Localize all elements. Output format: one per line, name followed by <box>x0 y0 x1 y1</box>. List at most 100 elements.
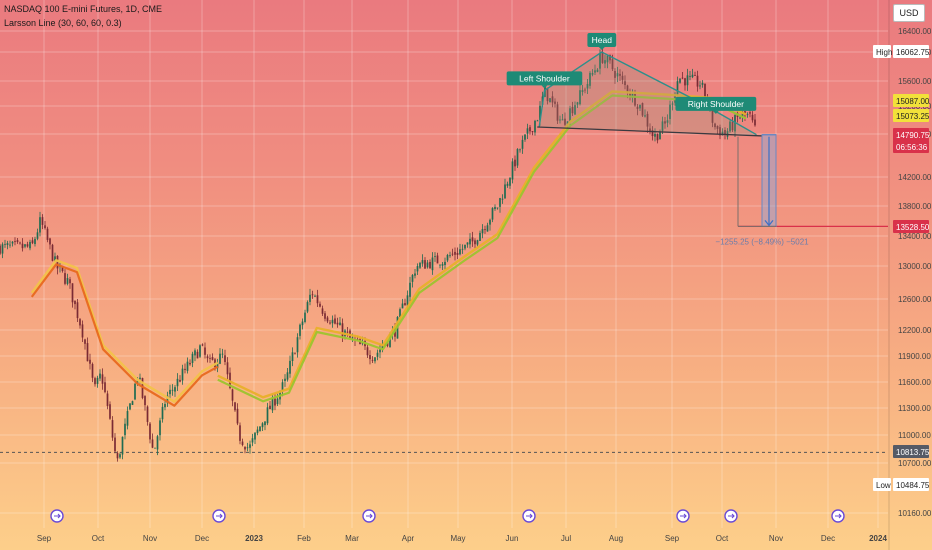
x-tick-label: Nov <box>769 534 783 543</box>
candle-body <box>104 382 106 393</box>
dividend-icon[interactable] <box>50 509 64 523</box>
candle-body <box>646 113 649 127</box>
candle <box>591 69 594 77</box>
candle <box>41 214 44 230</box>
price-label[interactable]: 15073.25 <box>893 109 930 122</box>
candle <box>754 113 756 127</box>
right-shoulder-label[interactable]: Right Shoulder <box>675 96 757 114</box>
dividend-icon[interactable] <box>831 509 845 523</box>
candle <box>689 70 691 81</box>
y-tick-label: 15600.00 <box>898 77 932 86</box>
candle <box>21 238 24 252</box>
candle <box>79 317 81 329</box>
candle-body <box>456 252 459 255</box>
candle-body <box>681 77 684 79</box>
candle-body <box>379 349 381 353</box>
candle <box>149 421 151 444</box>
candle-body <box>644 115 646 117</box>
candle-body <box>161 406 164 420</box>
candle-body <box>569 108 571 121</box>
price-label[interactable]: 06:56:36 <box>893 140 929 153</box>
candle-body <box>64 273 66 284</box>
candle-body <box>614 71 616 78</box>
candle-body <box>99 373 101 379</box>
candle <box>714 122 716 130</box>
candle <box>289 355 291 378</box>
candle-body <box>689 75 691 77</box>
candle-body <box>144 396 146 406</box>
candle-body <box>169 389 171 395</box>
candle-body <box>79 319 81 326</box>
candle-body <box>584 89 586 91</box>
price-label[interactable]: 14790.75 <box>893 128 930 141</box>
dividend-icon[interactable] <box>362 509 376 523</box>
candle <box>491 207 494 223</box>
candle <box>654 128 656 142</box>
candle <box>171 384 174 396</box>
candle-body <box>519 149 521 151</box>
price-label[interactable]: 10484.75 Low <box>873 478 930 491</box>
candle <box>719 124 721 140</box>
left-shoulder-label[interactable]: Left Shoulder <box>506 71 583 89</box>
candle <box>401 298 404 309</box>
candle <box>261 422 264 431</box>
candle-body <box>531 131 534 132</box>
x-tick-label: Nov <box>143 534 157 543</box>
candle <box>716 125 719 134</box>
y-tick-label: 12600.00 <box>898 295 932 304</box>
candle <box>304 309 306 324</box>
candle <box>6 240 9 250</box>
candle-body <box>9 244 11 246</box>
price-label[interactable]: 10813.75 <box>893 445 930 458</box>
candle <box>639 104 641 112</box>
candle <box>619 69 621 81</box>
head-label-pointer <box>598 47 605 50</box>
price-label[interactable]: 15087.00 <box>893 94 930 107</box>
candle-body <box>199 345 201 357</box>
candle <box>201 343 204 347</box>
candle <box>551 91 554 108</box>
candle <box>184 363 186 374</box>
candle-body <box>746 114 749 116</box>
candle-body <box>404 303 406 306</box>
earnings-icon[interactable] <box>724 509 738 523</box>
indicator-title[interactable]: Larsson Line (30, 60, 60, 0.3) <box>4 18 122 28</box>
candle-body <box>204 347 206 355</box>
candle-body <box>326 317 329 322</box>
candle <box>379 344 381 359</box>
candle-body <box>576 102 579 105</box>
price-label-value: 15073.25 <box>896 112 930 121</box>
candle <box>186 357 189 374</box>
candle-body <box>131 401 134 405</box>
head-label[interactable]: Head <box>587 33 617 50</box>
neckline[interactable] <box>537 126 763 137</box>
candle <box>734 113 736 138</box>
candle-body <box>506 183 509 186</box>
candle <box>146 405 149 426</box>
candle-body <box>616 73 619 77</box>
candle-body <box>271 397 274 411</box>
price-label-bg <box>893 94 929 107</box>
candle-body <box>499 198 501 207</box>
candle-body <box>526 128 529 134</box>
candle <box>744 110 746 121</box>
price-label[interactable]: 13528.50 <box>893 220 930 233</box>
dividend-icon[interactable] <box>212 509 226 523</box>
candle-body <box>649 128 651 132</box>
dividend-icon[interactable] <box>676 509 690 523</box>
candle-body <box>471 237 474 242</box>
candle <box>94 376 96 387</box>
dividend-icon[interactable] <box>522 509 536 523</box>
candle-body <box>409 282 411 297</box>
candle-body <box>54 256 56 262</box>
candle-body <box>621 75 624 80</box>
candle-body <box>441 264 444 266</box>
candle <box>161 403 164 423</box>
price-label[interactable]: 16062.75 High <box>873 45 930 58</box>
candle <box>366 344 369 359</box>
candle-body <box>284 378 286 381</box>
candle-body <box>536 120 539 122</box>
candle-body <box>634 92 636 106</box>
currency-button[interactable]: USD <box>893 4 925 22</box>
